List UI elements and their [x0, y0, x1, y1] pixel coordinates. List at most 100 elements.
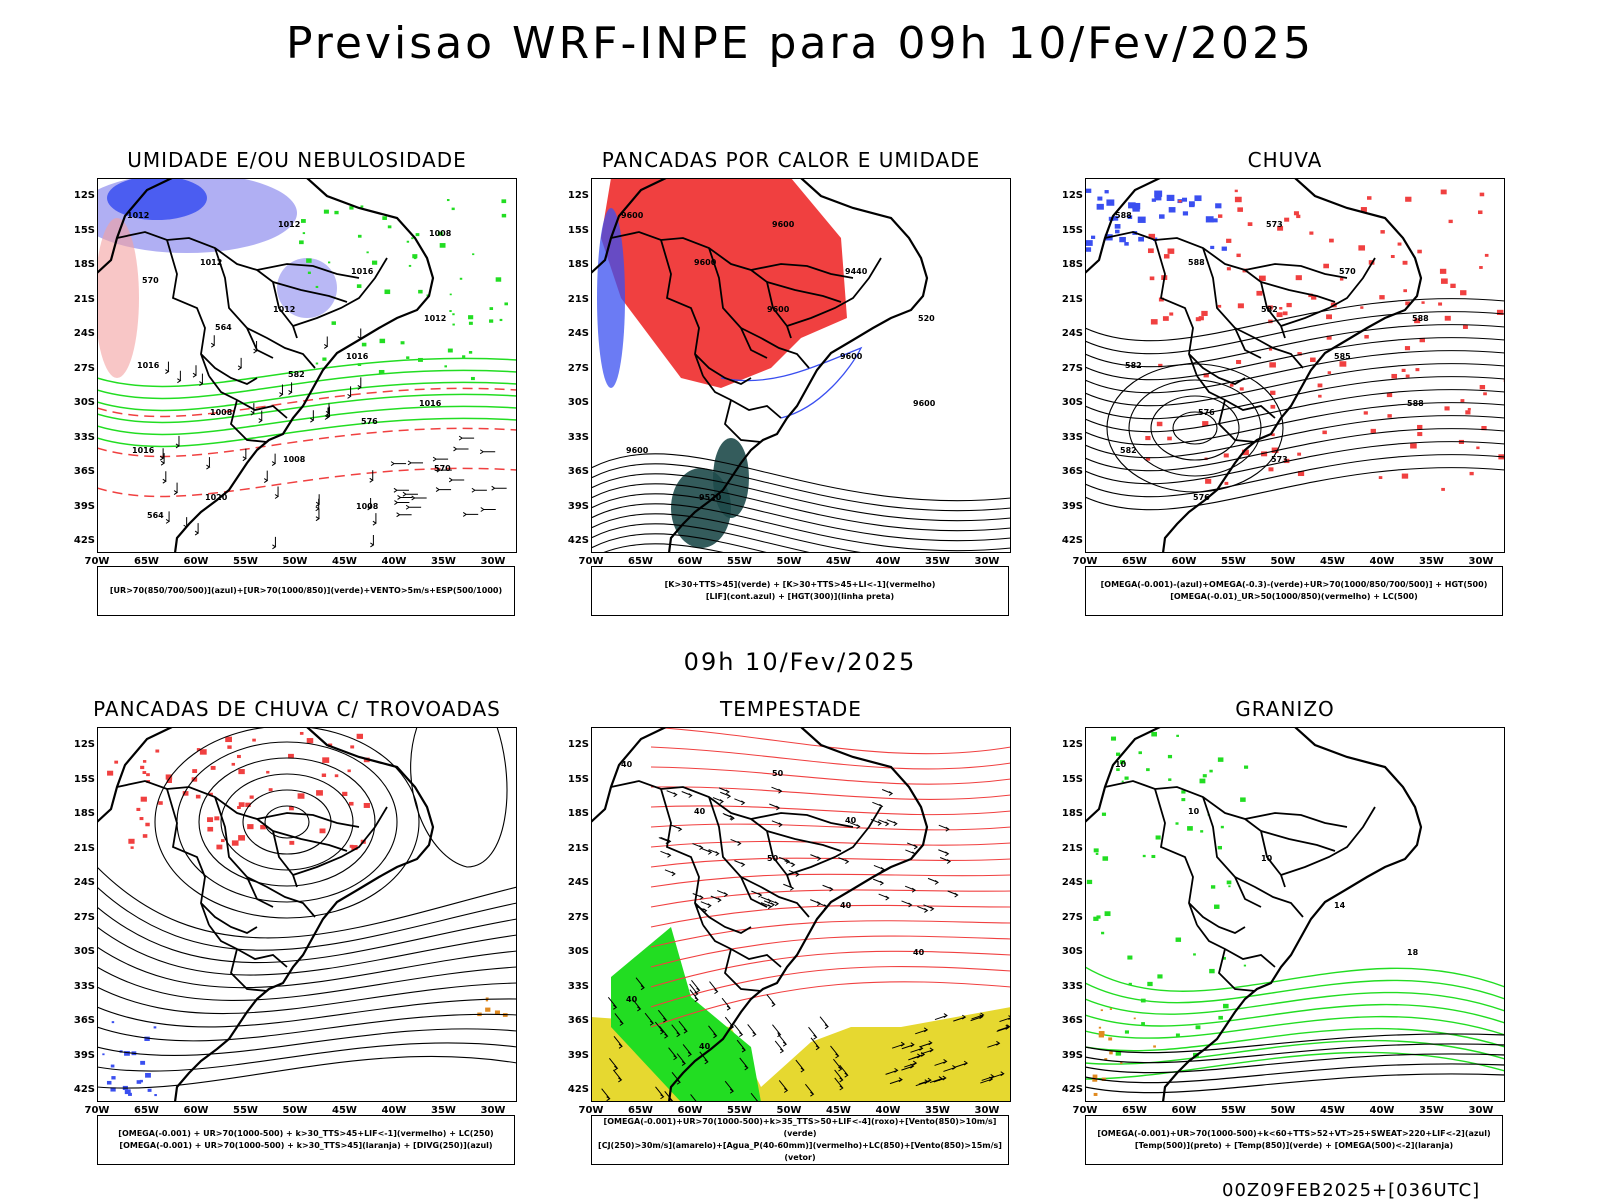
panel-legend: [OMEGA(-0.001)+UR>70(1000-500)+k>35_TTS>… [591, 1115, 1009, 1165]
latitude-tick-label: 30S [1061, 946, 1083, 957]
contour-label: 576 [1193, 493, 1210, 502]
contour-label: 588 [1115, 211, 1132, 220]
latitude-tick-label: 21S [567, 293, 589, 305]
latitude-tick-label: 15S [73, 773, 95, 785]
latitude-tick-label: 33S [567, 980, 589, 992]
longitude-tick-label: 65W [628, 556, 653, 567]
longitude-tick-label: 35W [1419, 1105, 1444, 1116]
contour-label: 1008 [356, 502, 379, 511]
map-plot [97, 727, 517, 1102]
contour-label: 18 [1407, 948, 1419, 957]
contour-label: 50 [772, 769, 784, 778]
latitude-tick-label: 12S [1061, 190, 1083, 201]
contour-label: 576 [361, 417, 378, 426]
latitude-tick-label: 36S [73, 1015, 95, 1026]
latitude-tick-label: 24S [1061, 328, 1083, 339]
panel-legend: [OMEGA(-0.001)-(azul)+OMEGA(-0.3)-(verde… [1085, 566, 1503, 616]
legend-line: [CJ(250)>30m/s](amarelo)+[Agua_P(40-60mm… [598, 1141, 1002, 1162]
contour-label: 9600 [626, 446, 649, 455]
map-plot: 10 10 10 14 18 [1085, 727, 1505, 1102]
lif-contours [720, 346, 863, 419]
latitude-tick-label: 36S [567, 1015, 589, 1026]
orange-omega-speckles [1092, 1008, 1156, 1096]
contour-label: 576 [1198, 408, 1215, 417]
longitude-tick-label: 40W [875, 556, 901, 567]
humidity-region [97, 218, 139, 378]
panel-pancadas-trovoadas: PANCADAS DE CHUVA C/ TROVOADAS 12S 15S 18S 2… [57, 697, 537, 1172]
contour-label: 564 [215, 323, 232, 332]
longitude-tick-label: 70W [1072, 1105, 1098, 1116]
latitude-tick-label: 42S [73, 535, 95, 546]
longitude-tick-label: 60W [677, 556, 703, 567]
longitude-tick-label: 60W [1171, 556, 1197, 567]
latitude-tick-label: 42S [567, 535, 589, 546]
longitude-tick-label: 40W [381, 556, 407, 567]
temp-500-contours [1085, 1033, 1505, 1094]
longitude-tick-label: 45W [1320, 1105, 1345, 1116]
latitude-tick-label: 21S [73, 842, 95, 854]
latitude-tick-label: 15S [1061, 773, 1083, 785]
panel-legend: [OMEGA(-0.001)+UR>70(1000-500)+k<60+TTS>… [1085, 1115, 1503, 1165]
green-humidity-contours [97, 357, 517, 448]
longitude-tick-label: 50W [1270, 556, 1296, 567]
contour-label: 40 [626, 995, 638, 1004]
low-pressure-contours [1106, 363, 1284, 493]
contour-label: 1012 [278, 220, 300, 229]
contour-label: 9520 [699, 493, 722, 502]
map-plot: 40 40 50 40 40 40 40 50 40 [591, 727, 1011, 1102]
state-borders [610, 231, 882, 443]
state-borders [1104, 231, 1376, 443]
latitude-tick-label: 15S [1061, 224, 1083, 236]
latitude-tick-label: 18S [1061, 259, 1083, 270]
contour-label: 50 [767, 854, 779, 863]
latitude-tick-label: 42S [1061, 535, 1083, 546]
state-borders [116, 780, 388, 992]
legend-line: [UR>70(850/700/500)](azul)+[UR>70(1000/8… [109, 586, 503, 595]
latitude-tick-label: 33S [567, 431, 589, 443]
latitude-tick-label: 27S [73, 362, 95, 374]
latitude-tick-label: 36S [73, 466, 95, 477]
latitude-tick-label: 24S [1061, 877, 1083, 888]
panel-legend: [OMEGA(-0.001) + UR>70(1000-500) + k>30_… [97, 1115, 515, 1165]
latitude-tick-label: 18S [73, 259, 95, 270]
latitude-tick-label: 18S [567, 808, 589, 819]
longitude-tick-label: 55W [727, 556, 752, 567]
contour-label: 1012 [200, 258, 222, 267]
contour-label: 10 [1188, 807, 1200, 816]
latitude-tick-label: 15S [567, 773, 589, 785]
coastline [97, 178, 435, 553]
longitude-tick-label: 40W [381, 1105, 407, 1116]
wind-vectors [658, 786, 959, 914]
longitude-tick-label: 45W [1320, 556, 1345, 567]
run-info-footer: 00Z09FEB2025+[036UTC] [1222, 1180, 1481, 1201]
longitude-tick-label: 55W [1221, 556, 1246, 567]
legend-line: [OMEGA(-0.001)+UR>70(1000-500)+k>35_TTS>… [603, 1117, 997, 1138]
contour-label: 588 [1188, 258, 1205, 267]
latitude-tick-label: 30S [567, 397, 589, 408]
longitude-tick-label: 70W [578, 556, 604, 567]
contour-label: 585 [1334, 352, 1351, 361]
coastline [1085, 727, 1423, 1102]
panel-title: UMIDADE E/OU NEBULOSIDADE [127, 148, 467, 172]
latitude-tick-label: 18S [567, 259, 589, 270]
panel-title: PANCADAS POR CALOR E UMIDADE [601, 148, 981, 172]
coastline [97, 727, 435, 1102]
state-borders [610, 780, 882, 992]
contour-label: 40 [845, 816, 857, 825]
panel-chuva: CHUVA 12S 15S 18S 21S 24S 27S 30S 33S 36S 39S 42S 70… [1045, 148, 1525, 623]
contour-label: 1016 [132, 446, 155, 455]
latitude-tick-label: 30S [73, 397, 95, 408]
contour-label: 1020 [205, 493, 228, 502]
latitude-tick-label: 36S [567, 466, 589, 477]
longitude-tick-label: 60W [183, 1105, 209, 1116]
longitude-tick-label: 40W [1369, 1105, 1395, 1116]
contour-label: 1008 [210, 408, 233, 417]
map-plot: 588 588 582 585 588 582 576 573 570 588 582 576 573 [1085, 178, 1505, 553]
longitude-tick-label: 45W [332, 1105, 357, 1116]
humidity-region [107, 178, 207, 220]
contour-label: 40 [699, 1042, 711, 1051]
panel-legend: [K>30+TTS>45](verde) + [K>30+TTS>45+LI<-… [591, 566, 1009, 616]
contour-label: 1012 [127, 211, 149, 220]
red-rain-speckles [1145, 189, 1505, 491]
longitude-tick-label: 30W [480, 556, 506, 567]
